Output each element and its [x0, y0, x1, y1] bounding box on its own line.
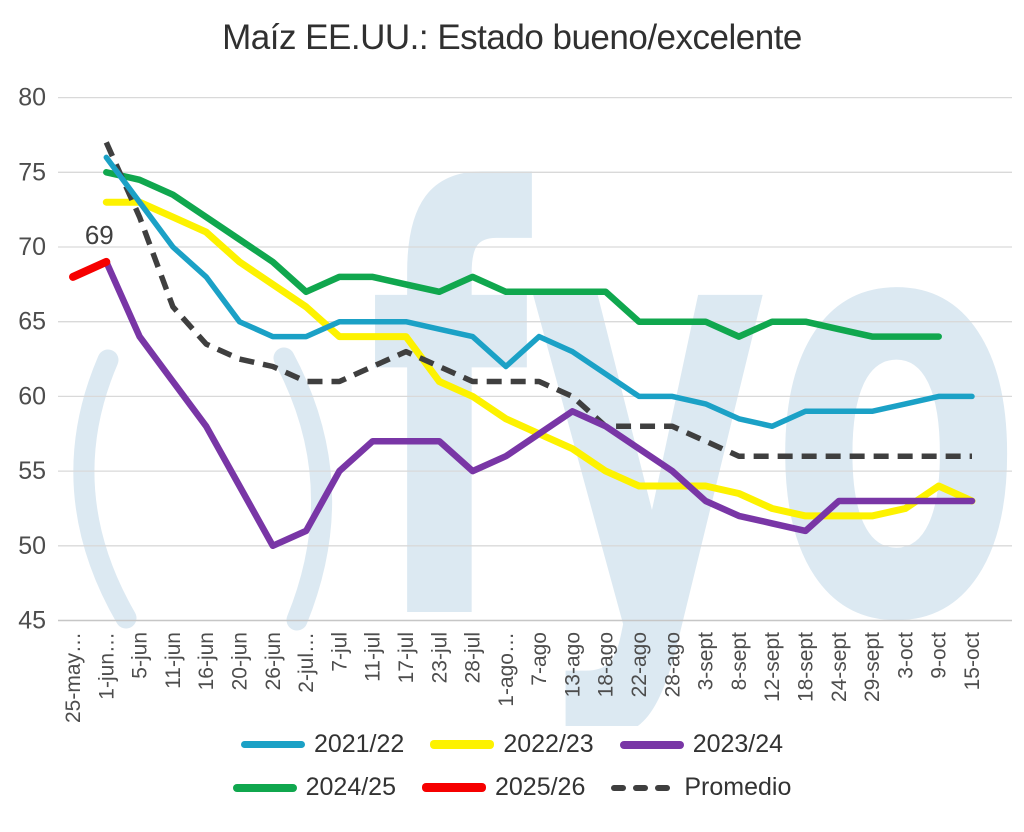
- x-tick-label-20: 3-sept: [695, 632, 718, 691]
- chart-legend: 2021/22 2022/23 2023/24 2024/25 2025/26 Prome…: [0, 730, 1024, 802]
- x-tick-label-7: 26-jun: [262, 632, 285, 690]
- legend-item-2021-22: 2021/22: [240, 730, 405, 759]
- legend-label: 2023/24: [692, 730, 784, 758]
- y-tick-label-55: 55: [18, 457, 46, 485]
- legend-swatch-icon: [430, 740, 495, 749]
- legend-item-2022-23: 2022/23: [430, 730, 594, 759]
- legend-row-2: 2024/25 2025/26 Promedio: [232, 773, 791, 802]
- x-tick-label-17: 18-ago: [595, 632, 618, 697]
- chart-title: Maíz EE.UU.: Estado bueno/excelente: [222, 18, 802, 57]
- x-tick-label-5: 16-jun: [195, 632, 218, 690]
- x-tick-label-14: 1-ago…: [495, 632, 518, 707]
- x-tick-label-2: 1-jun…: [95, 632, 118, 700]
- x-tick-label-21: 8-sept: [728, 632, 751, 691]
- y-tick-label-45: 45: [18, 607, 46, 635]
- x-tick-label-9: 7-jul: [328, 632, 351, 672]
- y-tick-label-70: 70: [18, 233, 46, 261]
- x-tick-label-11: 17-jul: [395, 632, 418, 683]
- x-tick-label-3: 5-jun: [129, 632, 152, 679]
- legend-label: 2025/26: [495, 773, 586, 801]
- x-tick-label-24: 24-sept: [828, 632, 851, 702]
- legend-item-2023-24: 2023/24: [619, 730, 784, 759]
- legend-item-2025-26: 2025/26: [422, 773, 585, 802]
- x-tick-label-19: 28-ago: [661, 632, 684, 697]
- legend-row-1: 2021/22 2022/23 2023/24: [240, 730, 784, 759]
- legend-item-Promedio: Promedio: [611, 773, 791, 802]
- legend-label: Promedio: [684, 773, 792, 801]
- x-tick-label-15: 7-ago: [528, 632, 551, 686]
- watermark-left-paren-icon: [73, 349, 137, 629]
- x-tick-label-12: 23-jul: [428, 632, 451, 683]
- x-tick-label-18: 22-ago: [628, 632, 651, 697]
- legend-swatch-icon: [611, 784, 675, 791]
- x-tick-label-4: 11-jun: [162, 632, 185, 689]
- y-tick-label-65: 65: [18, 308, 46, 336]
- series-line-Promedio: [103, 141, 972, 459]
- x-tick-label-16: 13-ago: [561, 632, 584, 697]
- x-tick-label-6: 20-jun: [228, 632, 251, 690]
- y-tick-label-75: 75: [18, 158, 46, 186]
- x-tick-label-8: 2-jul…: [295, 632, 318, 693]
- legend-item-2024-25: 2024/25: [232, 773, 396, 802]
- series-line-2024-25: [103, 169, 942, 340]
- data-label-annotation: 69: [85, 220, 114, 250]
- x-tick-label-25: 29-sept: [861, 632, 884, 702]
- x-tick-label-27: 9-oct: [928, 632, 951, 679]
- x-tick-label-28: 15-oct: [961, 632, 984, 691]
- x-tick-label-26: 3-oct: [894, 632, 917, 679]
- watermark-right-paren-icon: [273, 347, 333, 631]
- legend-label: 2022/23: [503, 730, 594, 758]
- legend-swatch-icon: [619, 740, 684, 749]
- legend-swatch-icon: [422, 782, 486, 793]
- y-tick-label-50: 50: [18, 532, 46, 560]
- series-line-2025-26: [69, 257, 111, 281]
- x-tick-label-23: 18-sept: [795, 632, 818, 702]
- series-line-2023-24: [103, 258, 976, 550]
- x-tick-label-1: 25-may…: [62, 632, 85, 723]
- legend-swatch-icon: [240, 741, 305, 748]
- x-tick-label-13: 28-jul: [462, 632, 485, 683]
- y-tick-label-60: 60: [18, 382, 46, 410]
- x-tick-label-22: 12-sept: [761, 632, 784, 702]
- legend-label: 2021/22: [313, 730, 405, 758]
- legend-swatch-icon: [232, 783, 297, 792]
- y-tick-label-80: 80: [18, 84, 46, 112]
- legend-label: 2024/25: [305, 773, 396, 801]
- x-tick-label-10: 11-jul: [362, 632, 385, 682]
- series-line-2021-22: [103, 154, 975, 430]
